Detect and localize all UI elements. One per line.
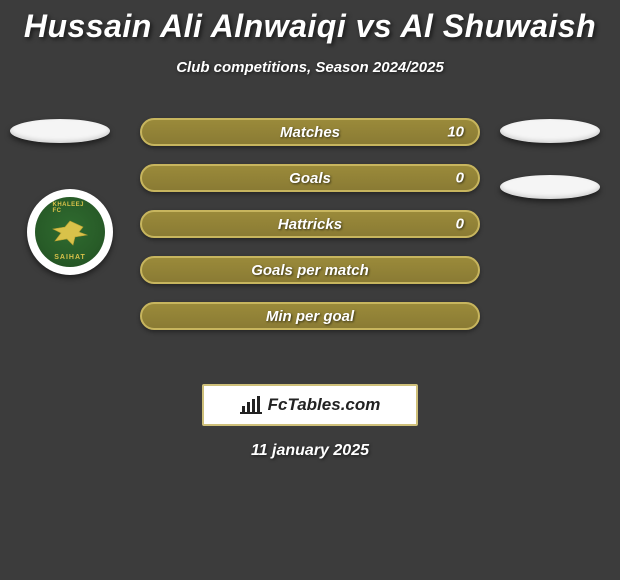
stat-row-goals: Goals 0 — [140, 164, 480, 192]
page-subtitle: Club competitions, Season 2024/2025 — [0, 59, 620, 76]
stat-value-right: 0 — [456, 170, 464, 187]
stat-label: Matches — [280, 124, 340, 141]
stats-area: KHALEEJ FC SAIHAT Matches 10 Goals 0 Hat… — [0, 118, 620, 368]
stat-rows: Matches 10 Goals 0 Hattricks 0 Goals per… — [140, 118, 480, 330]
date-line: 11 january 2025 — [0, 442, 620, 460]
team-badge: KHALEEJ FC SAIHAT — [27, 189, 113, 275]
team-badge-inner: KHALEEJ FC SAIHAT — [35, 197, 105, 267]
brand-text: FcTables.com — [268, 395, 381, 415]
badge-top-text: KHALEEJ FC — [53, 202, 88, 214]
bar-chart-icon — [240, 396, 262, 414]
stat-value-right: 10 — [447, 124, 464, 141]
stat-row-matches: Matches 10 — [140, 118, 480, 146]
stat-value-right: 0 — [456, 216, 464, 233]
player-slot-oval — [10, 119, 110, 143]
player-slot-oval — [500, 119, 600, 143]
stat-label: Hattricks — [278, 216, 342, 233]
badge-bottom-text: SAIHAT — [54, 254, 86, 261]
stat-label: Goals — [289, 170, 331, 187]
page-title: Hussain Ali Alnwaiqi vs Al Shuwaish — [0, 0, 620, 45]
right-oval-column — [500, 119, 600, 199]
player-slot-oval — [500, 175, 600, 199]
left-oval-column — [10, 119, 110, 143]
stat-label: Goals per match — [251, 262, 369, 279]
stat-row-goals-per-match: Goals per match — [140, 256, 480, 284]
eagle-icon — [49, 217, 91, 247]
brand-box[interactable]: FcTables.com — [202, 384, 418, 426]
stat-row-hattricks: Hattricks 0 — [140, 210, 480, 238]
stat-label: Min per goal — [266, 308, 354, 325]
stat-row-min-per-goal: Min per goal — [140, 302, 480, 330]
